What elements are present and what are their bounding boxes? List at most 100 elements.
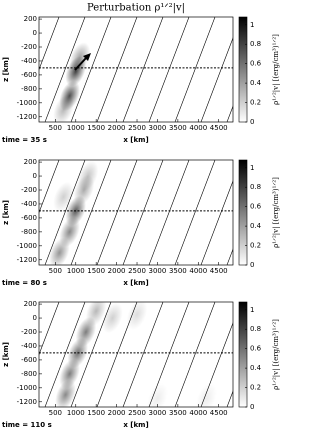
- colorbar: [238, 16, 248, 123]
- field-line: [44, 160, 86, 265]
- y-axis-label: z [km]: [2, 342, 10, 367]
- y-tick-label: 0: [33, 314, 37, 322]
- y-tick-label: -200: [21, 43, 37, 51]
- field-line: [39, 160, 60, 214]
- chart-title: Perturbation ρ¹ᐟ²|v|: [87, 3, 185, 14]
- arrow-shaft: [74, 57, 87, 71]
- heat-blob: [77, 160, 99, 192]
- x-tick-label: 2500: [128, 124, 146, 132]
- colorbar-label: ρ¹ᐟ²|v| [(erg/cm³)¹ᐟ²]: [272, 177, 280, 248]
- field-line: [200, 37, 233, 122]
- field-line: [70, 302, 112, 407]
- plot-area: [39, 160, 233, 265]
- x-tick-label: 4000: [189, 409, 207, 417]
- heat-blob: [69, 42, 91, 73]
- x-tick-label: 1500: [87, 409, 105, 417]
- field-line: [44, 302, 86, 407]
- y-tick-label: -600: [21, 71, 37, 79]
- x-tick-label: 4000: [189, 267, 207, 275]
- x-tick-label: 2500: [128, 409, 146, 417]
- y-tick-label: 0: [33, 172, 37, 180]
- y-tick-label: 200: [24, 158, 37, 166]
- heat-blob: [85, 302, 107, 327]
- colorbar-tick-label: 0.8: [250, 40, 261, 48]
- x-tick-label: 500: [49, 409, 62, 417]
- x-axis-label: x [km]: [123, 279, 148, 287]
- y-tick-label: 200: [24, 15, 37, 23]
- field-line: [122, 160, 164, 265]
- colorbar-tick-label: 0.8: [250, 325, 261, 333]
- colorbar: [238, 159, 248, 266]
- colorbar-tick-label: 0.2: [250, 384, 261, 392]
- colorbar: [238, 301, 248, 408]
- y-tick-label: -400: [21, 200, 37, 208]
- y-tick-label: -400: [21, 342, 37, 350]
- colorbar-tick-label: 0.2: [250, 99, 261, 107]
- colorbar-label: ρ¹ᐟ²|v| [(erg/cm³)¹ᐟ²]: [272, 319, 280, 390]
- x-tick-label: 3500: [169, 124, 187, 132]
- colorbar-tick-label: 0.4: [250, 364, 262, 372]
- field-line: [148, 302, 190, 407]
- x-tick-label: 1500: [87, 124, 105, 132]
- y-tick-label: -1200: [17, 256, 37, 264]
- colorbar-tick-label: 1: [250, 306, 254, 314]
- colorbar-tick-label: 0.8: [250, 183, 261, 191]
- field-line: [44, 17, 86, 122]
- y-tick-label: 0: [33, 29, 37, 37]
- y-tick-label: -800: [21, 370, 37, 378]
- y-tick-label: -1200: [17, 113, 37, 121]
- field-line: [96, 160, 138, 265]
- colorbar-tick-label: 0.6: [250, 203, 262, 211]
- y-tick-label: -200: [21, 186, 37, 194]
- x-tick-label: 3000: [149, 409, 167, 417]
- y-tick-label: 200: [24, 300, 37, 308]
- x-axis-label: x [km]: [123, 136, 148, 144]
- field-line: [174, 17, 216, 122]
- x-tick-label: 1000: [67, 409, 85, 417]
- annotation: time = 80 s: [2, 279, 47, 287]
- field-line: [96, 17, 138, 122]
- annotation: time = 110 s: [2, 421, 52, 429]
- heat-blob: [53, 94, 74, 122]
- heat-blob: [147, 383, 168, 407]
- x-tick-label: 2000: [108, 267, 126, 275]
- arrow-head: [83, 53, 91, 61]
- colorbar-tick-label: 1: [250, 21, 254, 29]
- y-axis-label: z [km]: [2, 57, 10, 82]
- field-line: [122, 302, 164, 407]
- field-line: [70, 17, 112, 122]
- field-line: [39, 17, 60, 71]
- field-line: [148, 160, 190, 265]
- heat-blob: [126, 302, 148, 330]
- y-tick-label: -1000: [17, 99, 37, 107]
- plot-frame: [38, 301, 234, 408]
- annotation: time = 35 s: [2, 136, 47, 144]
- field-line: [122, 17, 164, 122]
- field-line: [39, 302, 60, 356]
- x-tick-label: 4000: [189, 124, 207, 132]
- colorbar-tick-label: 0.6: [250, 345, 262, 353]
- x-axis-label: x [km]: [123, 421, 148, 429]
- y-tick-label: -800: [21, 228, 37, 236]
- y-axis-label: z [km]: [2, 200, 10, 225]
- x-tick-label: 4500: [210, 409, 228, 417]
- colorbar-tick-label: 0: [250, 118, 254, 126]
- x-tick-label: 2000: [108, 124, 126, 132]
- x-tick-label: 500: [49, 267, 62, 275]
- y-tick-label: -400: [21, 57, 37, 65]
- x-tick-label: 2000: [108, 409, 126, 417]
- x-tick-label: 4500: [210, 267, 228, 275]
- heat-blob: [53, 181, 74, 213]
- field-line: [174, 160, 216, 265]
- y-tick-label: -600: [21, 214, 37, 222]
- colorbar-tick-label: 0.6: [250, 60, 262, 68]
- field-line: [148, 17, 190, 122]
- colorbar-tick-label: 0.4: [250, 222, 262, 230]
- x-tick-label: 3000: [149, 267, 167, 275]
- heat-blob: [102, 302, 123, 334]
- colorbar-tick-label: 0.2: [250, 242, 261, 250]
- y-tick-label: -800: [21, 85, 37, 93]
- colorbar-tick-label: 0: [250, 261, 254, 269]
- field-line: [96, 302, 138, 407]
- x-tick-label: 1000: [67, 267, 85, 275]
